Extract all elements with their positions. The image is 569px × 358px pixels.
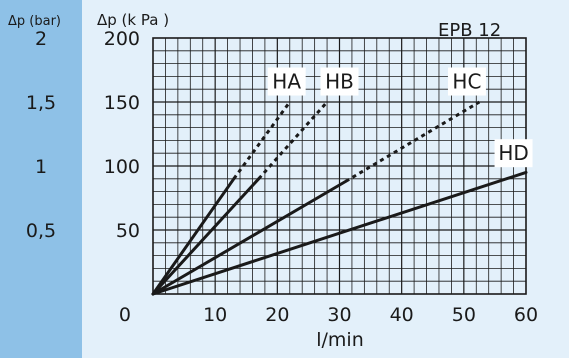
x-tick-label: 60	[514, 304, 538, 326]
model-label: EPB 12	[438, 20, 501, 41]
series-line-hc	[151, 179, 348, 296]
y-tick-label: 150	[104, 92, 140, 114]
x-tick-label: 10	[203, 304, 227, 326]
y-tick-label: 50	[116, 220, 140, 242]
series-layer	[151, 100, 528, 296]
bar-tick-label: 0,5	[26, 220, 56, 242]
series-label-hb: HB	[325, 70, 354, 94]
bar-scale-panel	[0, 0, 82, 358]
series-line-ha	[151, 177, 236, 296]
bar-tick-label: 1,5	[26, 92, 56, 114]
y-tick-label: 200	[104, 28, 140, 50]
y-tick-label: 100	[104, 156, 140, 178]
series-dash-hc	[344, 100, 481, 183]
x-tick-label: 30	[327, 304, 351, 326]
series-label-ha: HA	[272, 70, 301, 94]
series-line-hb	[151, 177, 261, 296]
series-line-hd	[151, 170, 528, 296]
bar-tick-label: 2	[35, 28, 47, 50]
x-tick-label: 50	[452, 304, 476, 326]
series-label-box	[267, 67, 306, 96]
series-label-hc: HC	[452, 70, 481, 94]
series-label-box	[447, 67, 486, 96]
label-layer: HA HB HC HD	[267, 67, 533, 168]
x-axis-label: l/min	[316, 329, 364, 351]
bar-tick-label: 1	[35, 156, 47, 178]
series-dash-hb	[257, 101, 329, 180]
x-tick-label: 20	[265, 304, 289, 326]
series-label-box	[494, 139, 533, 168]
left-axis-unit: Δp (bar)	[8, 14, 61, 29]
x-tick-label: 40	[390, 304, 414, 326]
grid	[153, 38, 526, 294]
x-tick-label: 0	[119, 304, 131, 326]
y-axis-label: Δp (k Pa )	[97, 11, 169, 29]
series-label-hd: HD	[498, 141, 528, 165]
series-label-box	[320, 67, 359, 96]
